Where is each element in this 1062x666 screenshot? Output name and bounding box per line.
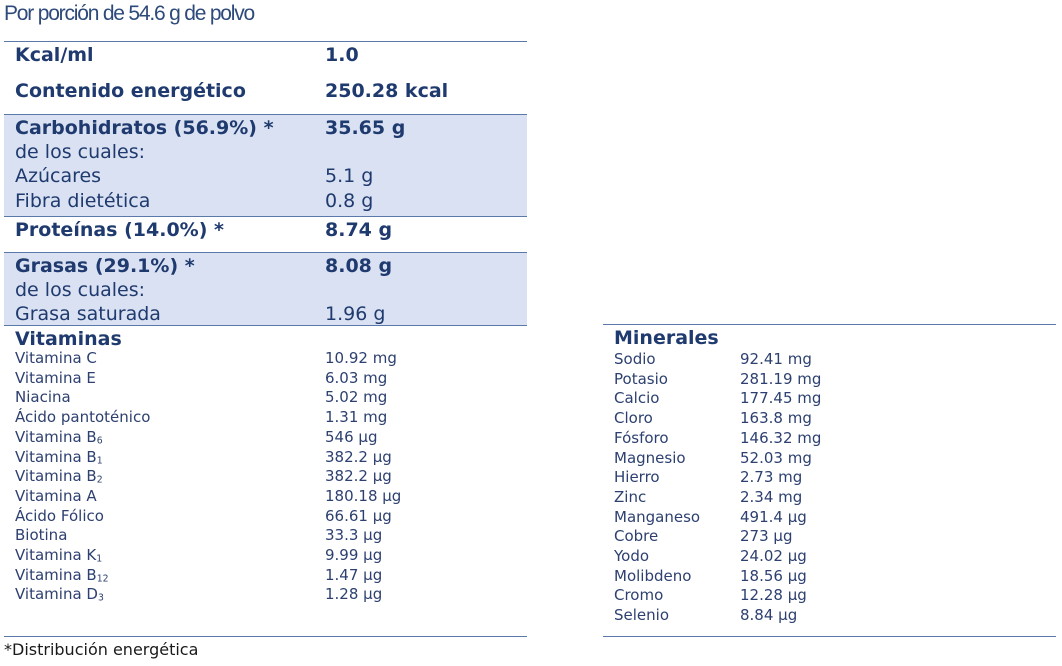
vitamin-subscript: 12	[96, 573, 109, 585]
vitamin-name: Vitamina A	[15, 486, 97, 505]
vitamin-name: Vitamina B1	[15, 447, 103, 466]
mineral-value: 491.4 µg	[740, 507, 807, 526]
vitamin-value: 10.92 mg	[325, 349, 397, 367]
vitamin-value: 66.61 µg	[325, 506, 392, 525]
vitamin-value: 33.3 µg	[325, 526, 383, 545]
mineral-name: Potasio	[614, 369, 668, 388]
vitamin-name: Vitamina B6	[15, 427, 103, 447]
vitamin-name: Biotina	[15, 526, 68, 545]
vitamin-value: 5.02 mg	[325, 388, 388, 407]
vitamin-name: Vitamina K1	[15, 546, 103, 565]
mineral-name: Zinc	[614, 487, 647, 506]
mineral-value: 163.8 mg	[740, 409, 812, 428]
rule-fat-bottom	[4, 325, 527, 326]
vitamin-name: Niacina	[15, 388, 71, 407]
vitamin-name: Ácido pantoténico	[15, 408, 151, 427]
footnote: *Distribución energética	[4, 640, 199, 659]
mineral-value: 24.02 µg	[740, 547, 807, 565]
mineral-name: Calcio	[614, 389, 660, 408]
vitamin-subscript: 6	[96, 435, 103, 447]
vitamin-value: 6.03 mg	[325, 368, 388, 387]
fiber-label: Fibra dietética	[15, 190, 151, 212]
mineral-name: Fósforo	[614, 428, 669, 447]
vitamin-value: 1.47 µg	[325, 565, 383, 584]
mineral-value: 146.32 mg	[740, 428, 822, 447]
mineral-name: Manganeso	[614, 507, 701, 526]
vitamin-value: 382.2 µg	[325, 447, 392, 466]
saturated-label: Grasa saturada	[15, 303, 161, 325]
protein-label: Proteínas (14.0%) *	[15, 219, 224, 241]
sugars-label: Azúcares	[15, 165, 102, 187]
rule-bottom	[4, 636, 527, 637]
vitamin-name: Vitamina B12	[15, 565, 109, 585]
energy-value: 250.28 kcal	[325, 80, 449, 102]
page-title: Por porción de 54.6 g de polvo	[4, 2, 255, 25]
mineral-value: 12.28 µg	[740, 586, 807, 605]
mineral-value: 92.41 mg	[740, 350, 812, 368]
kcal-ml-label: Kcal/ml	[15, 44, 94, 66]
fat-value: 8.08 g	[325, 255, 393, 277]
vitamin-subscript: 1	[96, 553, 103, 565]
sugars-value: 5.1 g	[325, 165, 374, 187]
rule-top	[4, 41, 527, 42]
mineral-name: Hierro	[614, 468, 660, 487]
vitamin-name: Vitamina C	[15, 349, 97, 367]
fat-label: Grasas (29.1%) *	[15, 255, 195, 277]
mineral-name: Magnesio	[614, 448, 686, 467]
rule-minerals-top	[603, 324, 1056, 325]
vitamin-name: Vitamina E	[15, 368, 96, 387]
rule-fat-top	[4, 252, 527, 253]
carbs-label: Carbohidratos (56.9%) *	[15, 117, 274, 139]
vitamin-value: 1.31 mg	[325, 408, 388, 427]
rule-minerals-bottom	[603, 636, 1056, 637]
vitamin-value: 9.99 µg	[325, 546, 383, 564]
mineral-value: 281.19 mg	[740, 369, 822, 388]
energy-label: Contenido energético	[15, 80, 246, 102]
vitamin-name: Ácido Fólico	[15, 506, 104, 525]
fat-shade	[4, 252, 527, 325]
carbs-shade	[4, 115, 527, 216]
fat-of-which: de los cuales:	[15, 279, 146, 301]
minerals-heading: Minerales	[614, 327, 719, 349]
protein-value: 8.74 g	[325, 219, 393, 241]
kcal-ml-value: 1.0	[325, 44, 359, 66]
mineral-value: 8.84 µg	[740, 606, 798, 625]
vitamin-subscript: 2	[96, 474, 103, 486]
mineral-value: 2.73 mg	[740, 468, 803, 487]
vitamin-subscript: 3	[97, 592, 104, 604]
mineral-value: 2.34 mg	[740, 487, 803, 506]
vitamin-name: Vitamina B2	[15, 467, 103, 486]
vitamin-value: 180.18 µg	[325, 486, 402, 505]
mineral-value: 177.45 mg	[740, 389, 822, 408]
mineral-name: Cloro	[614, 409, 653, 428]
saturated-value: 1.96 g	[325, 303, 386, 325]
mineral-name: Cobre	[614, 527, 659, 546]
mineral-name: Cromo	[614, 586, 664, 605]
rule-carbs-bottom	[4, 216, 527, 217]
mineral-name: Sodio	[614, 350, 656, 368]
vitamin-value: 382.2 µg	[325, 467, 392, 486]
carbs-value: 35.65 g	[325, 117, 406, 139]
fiber-value: 0.8 g	[325, 190, 374, 212]
vitamin-value: 1.28 µg	[325, 585, 383, 604]
vitamin-name: Vitamina D3	[15, 585, 104, 604]
mineral-value: 273 µg	[740, 527, 793, 546]
vitamin-value: 546 µg	[325, 427, 378, 446]
mineral-name: Yodo	[614, 547, 650, 565]
mineral-value: 52.03 mg	[740, 448, 812, 467]
vitamin-subscript: 1	[96, 454, 103, 466]
rule-carbs-top	[4, 114, 527, 115]
mineral-value: 18.56 µg	[740, 566, 807, 585]
mineral-name: Molibdeno	[614, 566, 692, 585]
carbs-of-which: de los cuales:	[15, 141, 146, 163]
vitamins-heading: Vitaminas	[15, 328, 122, 350]
mineral-name: Selenio	[614, 606, 669, 625]
